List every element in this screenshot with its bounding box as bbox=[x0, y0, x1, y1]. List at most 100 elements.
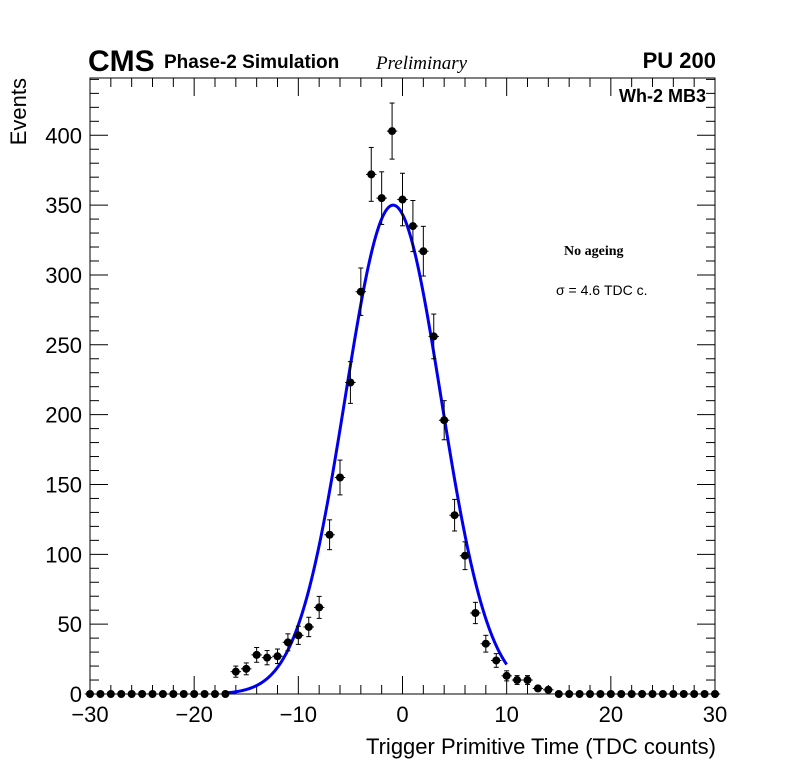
x-tick-label: 20 bbox=[599, 702, 623, 727]
data-marker bbox=[283, 638, 292, 647]
data-marker bbox=[471, 608, 480, 617]
data-point bbox=[636, 690, 648, 698]
data-marker bbox=[273, 652, 282, 661]
data-point bbox=[334, 459, 346, 496]
data-point bbox=[616, 690, 627, 698]
data-point bbox=[84, 690, 96, 698]
data-point bbox=[345, 361, 356, 404]
data-point bbox=[584, 690, 596, 698]
data-marker bbox=[336, 473, 344, 482]
data-point bbox=[470, 601, 481, 625]
data-points-group bbox=[84, 102, 721, 698]
data-point bbox=[688, 690, 700, 698]
data-marker bbox=[190, 690, 199, 698]
data-marker bbox=[711, 690, 719, 698]
y-tick-label: 100 bbox=[45, 542, 82, 567]
data-point bbox=[376, 171, 387, 225]
data-point bbox=[324, 519, 335, 551]
plot-frame bbox=[89, 77, 716, 695]
fit-curve-group bbox=[225, 203, 508, 695]
data-marker bbox=[117, 690, 126, 698]
data-marker bbox=[450, 511, 459, 520]
data-point bbox=[116, 690, 127, 698]
x-tick-label: 10 bbox=[494, 702, 518, 727]
data-marker bbox=[627, 690, 636, 698]
data-marker bbox=[169, 690, 178, 698]
data-marker bbox=[461, 551, 469, 560]
y-tick-label: 150 bbox=[45, 472, 82, 497]
data-marker bbox=[200, 690, 209, 698]
data-marker bbox=[252, 650, 261, 659]
data-point bbox=[303, 616, 314, 638]
sigma-label: σ = 4.6 TDC c. bbox=[556, 282, 648, 298]
y-tick-label: 250 bbox=[45, 333, 82, 358]
data-marker bbox=[315, 603, 324, 612]
data-marker bbox=[700, 690, 709, 698]
data-point bbox=[418, 225, 429, 277]
y-tick-label: 200 bbox=[45, 403, 82, 428]
data-point bbox=[501, 670, 512, 682]
data-point bbox=[543, 685, 554, 694]
data-point bbox=[366, 146, 377, 202]
data-marker bbox=[263, 653, 272, 662]
data-point bbox=[168, 690, 179, 698]
data-marker bbox=[138, 690, 147, 698]
y-tick-label: 0 bbox=[70, 682, 82, 707]
data-marker bbox=[669, 690, 678, 698]
data-marker bbox=[377, 194, 386, 203]
data-marker bbox=[513, 676, 522, 685]
data-marker bbox=[356, 287, 365, 296]
x-tick-label: −30 bbox=[71, 702, 108, 727]
data-point bbox=[449, 498, 460, 532]
pileup-label: PU 200 bbox=[643, 48, 716, 73]
data-marker bbox=[408, 222, 417, 231]
data-point bbox=[105, 690, 117, 698]
data-point bbox=[678, 690, 689, 698]
data-point bbox=[293, 625, 304, 645]
x-tick-label: −10 bbox=[280, 702, 317, 727]
condition-label: No ageing bbox=[564, 244, 624, 259]
data-point bbox=[522, 675, 533, 685]
data-marker bbox=[398, 195, 407, 204]
data-marker bbox=[606, 690, 615, 698]
data-marker bbox=[388, 127, 397, 136]
data-marker bbox=[294, 631, 303, 640]
data-point bbox=[313, 595, 325, 619]
y-tick-label: 350 bbox=[45, 193, 82, 218]
data-marker bbox=[325, 530, 334, 539]
data-point bbox=[647, 690, 658, 698]
data-point bbox=[157, 690, 169, 698]
data-point bbox=[699, 690, 710, 698]
x-tick-label: 30 bbox=[703, 702, 727, 727]
data-marker bbox=[638, 690, 647, 698]
data-marker bbox=[429, 332, 438, 341]
data-point bbox=[407, 199, 419, 253]
y-tick-label: 400 bbox=[45, 123, 82, 148]
phase2-simulation-label: Phase-2 Simulation bbox=[164, 52, 339, 73]
data-marker bbox=[211, 690, 219, 698]
data-marker bbox=[492, 656, 501, 665]
chamber-label: Wh-2 MB3 bbox=[619, 86, 706, 106]
data-marker bbox=[544, 685, 553, 694]
data-marker bbox=[617, 690, 626, 698]
data-point bbox=[272, 648, 283, 665]
gaussian-fit-curve bbox=[225, 203, 508, 695]
data-point bbox=[459, 541, 471, 571]
data-marker bbox=[86, 690, 94, 698]
data-marker bbox=[565, 690, 574, 698]
data-marker bbox=[242, 664, 251, 673]
data-marker bbox=[481, 639, 490, 648]
data-point bbox=[261, 650, 273, 666]
x-tick-label: −20 bbox=[176, 702, 213, 727]
data-point bbox=[626, 690, 637, 698]
data-point bbox=[595, 690, 606, 698]
data-marker bbox=[586, 690, 594, 698]
data-point bbox=[241, 662, 252, 676]
data-point bbox=[209, 690, 221, 698]
data-marker bbox=[440, 416, 449, 425]
data-marker bbox=[304, 622, 313, 631]
data-point bbox=[491, 653, 502, 668]
data-point bbox=[199, 690, 210, 698]
